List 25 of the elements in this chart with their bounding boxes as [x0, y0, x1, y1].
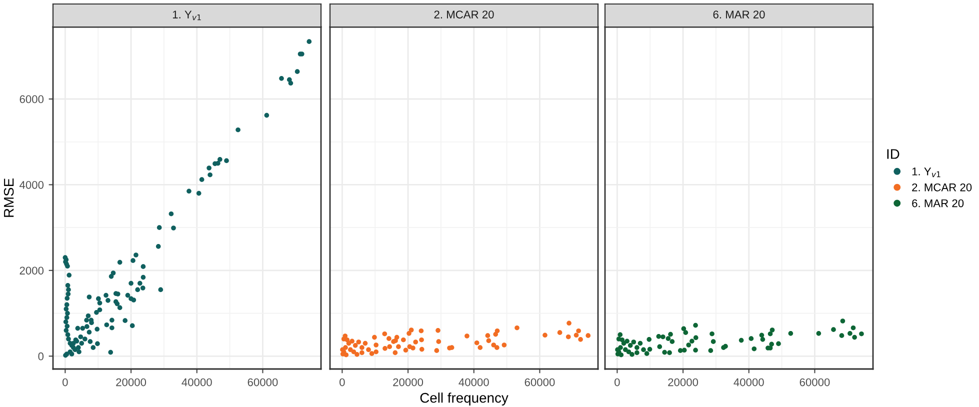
x-tick-label: 20000 — [116, 378, 146, 386]
y-tick-label: 4000 — [20, 180, 44, 189]
x-tick-label: 40000 — [458, 378, 489, 386]
legend-title: ID — [887, 149, 900, 159]
y-tick-label: 6000 — [20, 95, 44, 104]
y-tick-label: 2000 — [20, 266, 44, 275]
x-tick-label: 60000 — [248, 378, 278, 386]
x-tick-label: 40000 — [734, 378, 764, 386]
x-tick-label: 60000 — [524, 378, 555, 386]
x-tick-label: 0 — [62, 378, 68, 386]
x-axis-title: Cell frequency — [420, 392, 508, 406]
x-tick-label: 0 — [340, 378, 345, 386]
chart-title: 1. Y$_{v1}$ — [172, 10, 201, 20]
x-tick-label: 0 — [614, 378, 620, 386]
chart-title: 6. MAR 20 — [713, 10, 765, 18]
x-tick-label: 20000 — [668, 378, 698, 386]
legend-label: 2. MCAR 20 — [912, 183, 972, 192]
x-tick-label: 40000 — [182, 378, 212, 386]
x-tick-label: 20000 — [393, 378, 424, 386]
x-tick-label: 60000 — [800, 378, 830, 386]
y-axis-title: RMSE — [4, 178, 14, 217]
legend-label: 6. MAR 20 — [912, 199, 964, 208]
y-tick-label: 0 — [38, 352, 44, 360]
chart-title: 2. MCAR 20 — [434, 10, 494, 18]
legend-label: 1. Y$_{v1}$ — [912, 168, 940, 178]
